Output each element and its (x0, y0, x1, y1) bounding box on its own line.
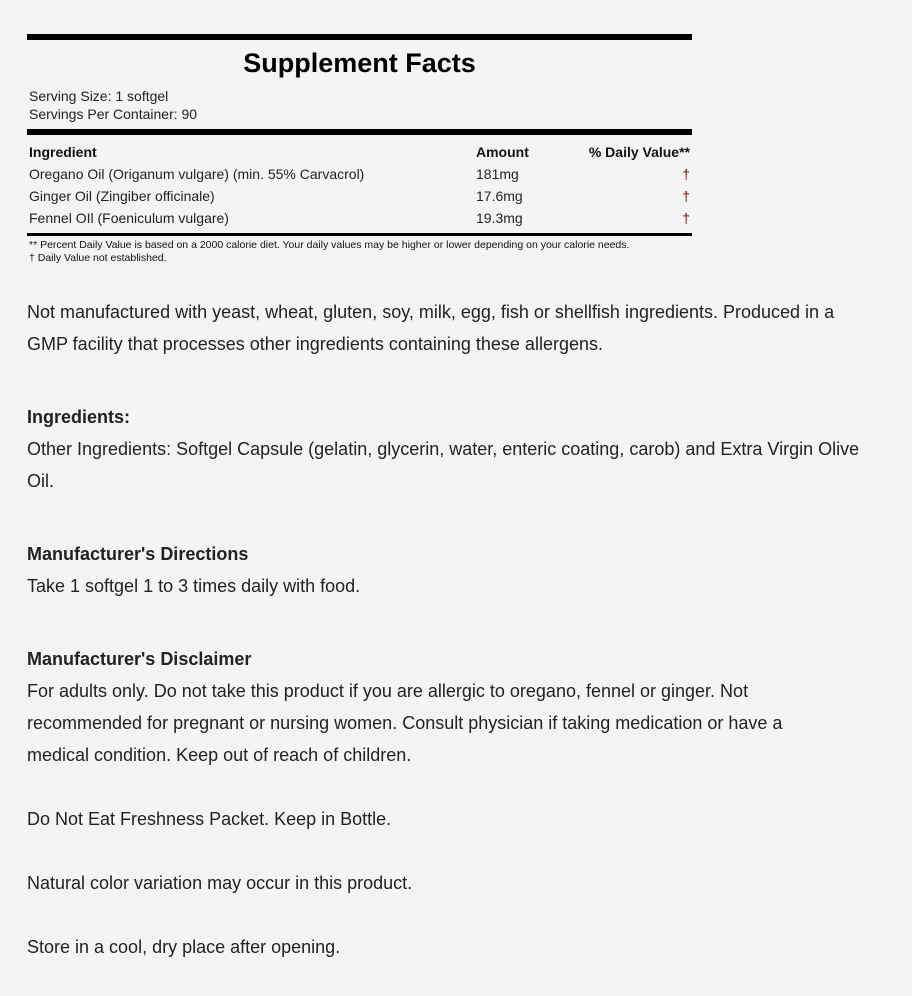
daily-value: † (682, 210, 690, 226)
ingredients-text: Other Ingredients: Softgel Capsule (gela… (27, 439, 860, 491)
daily-value: † (682, 166, 690, 182)
ingredient-name: Oregano Oil (Origanum vulgare) (min. 55%… (29, 166, 365, 182)
footnote-not-established: † Daily Value not established. (29, 252, 167, 264)
facts-title: Supplement Facts (243, 48, 476, 78)
serving-size: Serving Size: 1 softgel (29, 88, 169, 104)
table-row: Fennel OIl (Foeniculum vulgare) 19.3mg † (27, 207, 692, 229)
top-divider (27, 34, 692, 40)
disclaimer-heading: Manufacturer's Disclaimer (27, 649, 252, 669)
color-note: Natural color variation may occur in thi… (27, 873, 413, 893)
product-details: Not manufactured with yeast, wheat, glut… (27, 296, 867, 963)
ingredient-amount: 181mg (476, 166, 519, 182)
header-ingredient: Ingredient (29, 144, 97, 160)
storage-note: Store in a cool, dry place after opening… (27, 937, 341, 957)
ingredient-amount: 17.6mg (476, 188, 523, 204)
header-daily-value: % Daily Value** (588, 144, 690, 160)
ingredient-name: Fennel OIl (Foeniculum vulgare) (29, 210, 229, 226)
footnote-daily-value: ** Percent Daily Value is based on a 200… (29, 239, 630, 251)
freshness-note: Do Not Eat Freshness Packet. Keep in Bot… (27, 809, 392, 829)
ingredient-name: Ginger Oil (Zingiber officinale) (29, 188, 215, 204)
directions-heading: Manufacturer's Directions (27, 544, 249, 564)
table-header: Ingredient Amount % Daily Value** (27, 141, 692, 163)
table-row: Oregano Oil (Origanum vulgare) (min. 55%… (27, 163, 692, 185)
table-row: Ginger Oil (Zingiber officinale) 17.6mg … (27, 185, 692, 207)
header-amount: Amount (476, 144, 529, 160)
servings-per-container: Servings Per Container: 90 (29, 106, 198, 122)
supplement-facts-panel: Supplement Facts Serving Size: 1 softgel… (27, 34, 692, 265)
disclaimer-text: For adults only. Do not take this produc… (27, 681, 783, 765)
ingredient-amount: 19.3mg (476, 210, 523, 226)
allergen-note: Not manufactured with yeast, wheat, glut… (27, 302, 835, 354)
ingredients-heading: Ingredients: (27, 407, 131, 427)
directions-text: Take 1 softgel 1 to 3 times daily with f… (27, 576, 361, 596)
thick-divider (27, 129, 692, 135)
thin-divider (27, 233, 692, 236)
facts-table: Ingredient Amount % Daily Value** Oregan… (27, 141, 692, 229)
daily-value: † (682, 188, 690, 204)
